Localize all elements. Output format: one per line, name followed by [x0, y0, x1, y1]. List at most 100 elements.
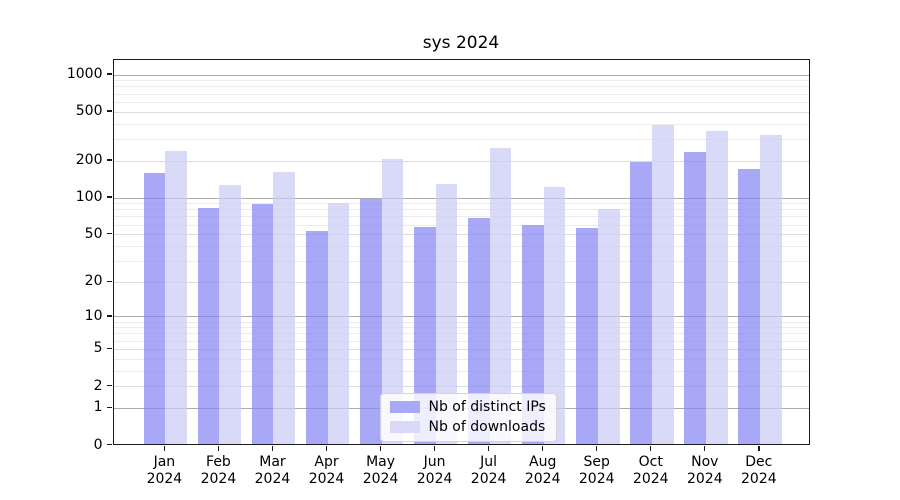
gridline-5 — [113, 348, 809, 350]
y-tick-mark-200 — [106, 159, 112, 161]
bar-apr-s0 — [305, 230, 328, 445]
y-tick-mark-100 — [106, 196, 112, 198]
legend: Nb of distinct IPs Nb of downloads — [379, 393, 557, 442]
gridline-10 — [113, 316, 809, 318]
gridline-400 — [113, 123, 809, 125]
x-tick-label-sep: Sep 2024 — [578, 453, 615, 487]
bar-apr-s1 — [327, 203, 350, 445]
y-tick-label-5: 5 — [93, 340, 103, 357]
bar-nov-s0 — [684, 152, 706, 445]
legend-item-downloads: Nb of downloads — [389, 419, 546, 435]
y-tick-label-0: 0 — [93, 436, 103, 453]
x-tick-mark-dec — [758, 445, 760, 451]
x-tick-label-nov: Nov 2024 — [686, 453, 723, 487]
x-tick-mark-oct — [650, 445, 652, 451]
gridline-70 — [113, 216, 809, 218]
bar-mar-s1 — [273, 171, 296, 445]
legend-item-distinct-ips: Nb of distinct IPs — [389, 399, 546, 415]
x-tick-mark-jun — [433, 445, 436, 451]
bar-sep-s0 — [575, 227, 598, 445]
x-tick-label-aug: Aug 2024 — [524, 453, 561, 487]
bar-sep-s1 — [597, 208, 620, 445]
gridline-600 — [113, 101, 809, 103]
y-tick-mark-1 — [106, 406, 112, 409]
y-tick-mark-20 — [106, 280, 112, 282]
gridline-90 — [113, 203, 809, 205]
x-tick-mark-jan — [163, 445, 166, 451]
y-tick-mark-500 — [106, 110, 112, 112]
gridline-800 — [113, 86, 809, 88]
bar-may-s1 — [381, 159, 404, 445]
gridline-9 — [113, 321, 809, 323]
bar-jul-s1 — [489, 147, 512, 445]
x-tick-label-apr: Apr 2024 — [308, 453, 345, 487]
y-tick-mark-10 — [106, 315, 112, 317]
gridline-40 — [113, 245, 809, 247]
y-tick-label-500: 500 — [75, 103, 103, 120]
bar-dec-s0 — [738, 168, 760, 445]
x-tick-label-jan: Jan 2024 — [146, 453, 183, 487]
y-tick-mark-2 — [106, 384, 112, 387]
gridline-60 — [113, 224, 809, 226]
bar-jul-s0 — [467, 218, 490, 445]
y-tick-label-10: 10 — [84, 307, 103, 324]
gridline-4 — [113, 358, 809, 360]
x-tick-mark-apr — [325, 445, 328, 451]
y-tick-label-20: 20 — [84, 273, 103, 290]
gridline-200 — [113, 160, 809, 162]
gridline-30 — [113, 260, 809, 262]
x-tick-mark-nov — [704, 445, 706, 451]
x-tick-label-dec: Dec 2024 — [741, 453, 777, 487]
x-tick-mark-jul — [487, 445, 490, 451]
x-tick-label-oct: Oct 2024 — [632, 453, 669, 487]
bar-jan-s0 — [143, 172, 166, 445]
bar-may-s0 — [359, 199, 382, 445]
bar-feb-s1 — [219, 184, 242, 445]
legend-swatch-downloads — [389, 421, 420, 433]
x-tick-mark-mar — [271, 445, 274, 451]
x-tick-label-jun: Jun 2024 — [416, 453, 453, 487]
gridline-80 — [113, 209, 809, 211]
legend-label-downloads: Nb of downloads — [428, 419, 546, 435]
gridline-8 — [113, 327, 809, 329]
gridline-20 — [113, 281, 809, 283]
x-tick-mark-aug — [541, 445, 544, 451]
y-tick-mark-50 — [106, 232, 112, 235]
x-tick-label-feb: Feb 2024 — [200, 453, 237, 487]
gridline-500 — [113, 111, 809, 113]
bar-jun-s0 — [413, 226, 436, 445]
y-tick-label-50: 50 — [84, 225, 103, 242]
bar-oct-s1 — [651, 125, 674, 445]
y-tick-label-2: 2 — [93, 377, 103, 394]
y-tick-mark-1000 — [106, 73, 112, 75]
bar-jun-s1 — [435, 184, 458, 445]
gridline-3 — [113, 370, 809, 372]
y-tick-label-1000: 1000 — [66, 66, 103, 82]
legend-label-distinct-ips: Nb of distinct IPs — [428, 399, 546, 415]
gridline-2 — [113, 386, 809, 388]
bar-dec-s1 — [759, 134, 782, 445]
x-tick-mark-may — [379, 445, 382, 451]
gridline-700 — [113, 93, 809, 95]
bar-aug-s1 — [543, 186, 566, 445]
y-tick-label-1: 1 — [93, 399, 103, 416]
x-tick-label-jul: Jul 2024 — [470, 453, 507, 487]
x-tick-mark-feb — [217, 445, 220, 451]
gridline-100 — [113, 197, 809, 199]
bar-mar-s0 — [251, 203, 274, 445]
y-tick-mark-5 — [106, 347, 112, 350]
legend-swatch-distinct-ips — [389, 401, 420, 413]
gridline-6 — [113, 340, 809, 342]
gridline-1000 — [113, 74, 809, 76]
plot-area: Nb of distinct IPs Nb of downloads — [112, 59, 810, 445]
gridline-300 — [113, 138, 809, 140]
bar-jan-s1 — [165, 151, 188, 445]
chart-title: sys 2024 — [422, 33, 500, 53]
bar-feb-s0 — [197, 207, 220, 445]
x-tick-label-may: May 2024 — [362, 453, 399, 487]
gridline-50 — [113, 234, 809, 236]
x-tick-label-mar: Mar 2024 — [254, 453, 291, 487]
bar-oct-s0 — [629, 161, 652, 445]
bar-aug-s0 — [521, 225, 544, 445]
